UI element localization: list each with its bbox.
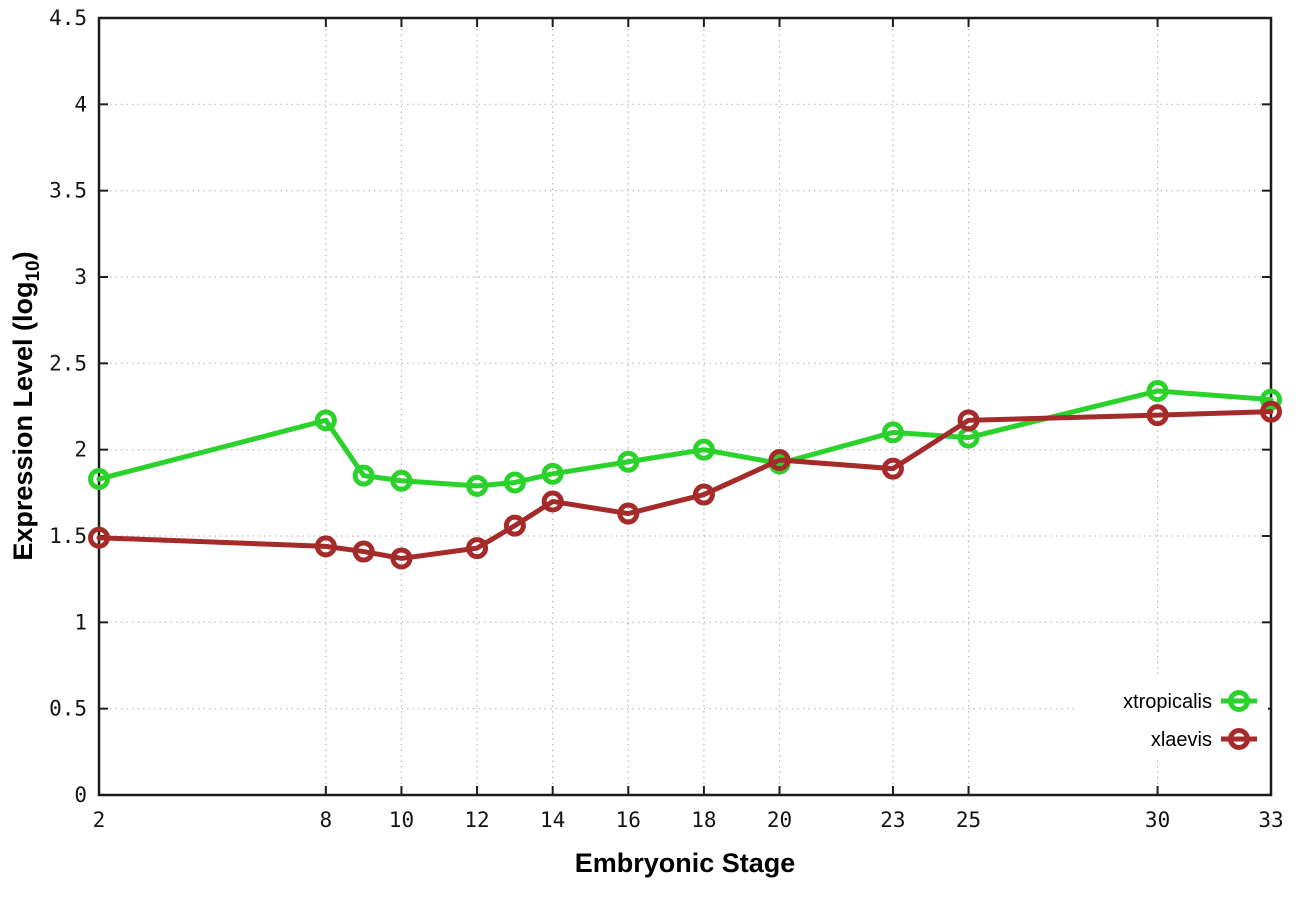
legend: xtropicalis xlaevis [1078, 676, 1268, 758]
data-point-xlaevis-stage-9 [352, 540, 375, 563]
data-point-xlaevis-stage-33 [1260, 400, 1282, 423]
x-tick-label: 16 [616, 808, 641, 832]
data-point-xtropicalis-stage-13 [503, 471, 526, 494]
tick-label-layer: 0 0.5 1 1.5 2 2.5 3 3.5 4 4.5 2 8 10 12 14 16 18 20 23 25 30… [49, 6, 1284, 832]
data-point-xlaevis-stage-2 [88, 526, 110, 549]
y-tick-label: 0.5 [49, 697, 87, 721]
data-point-xtropicalis-stage-33 [1260, 388, 1282, 411]
data-point-xlaevis-stage-30 [1146, 404, 1169, 427]
data-point-xtropicalis-stage-30 [1146, 379, 1169, 402]
x-tick-label: 18 [691, 808, 716, 832]
legend-item-xtropicalis: xtropicalis [1123, 690, 1257, 713]
legend-item-xlaevis: xlaevis [1151, 728, 1257, 751]
x-tick-label: 25 [956, 808, 981, 832]
y-tick-label: 2 [74, 438, 87, 462]
x-tick-label: 20 [767, 808, 792, 832]
x-tick-label: 2 [93, 808, 106, 832]
data-point-xlaevis-stage-16 [617, 502, 640, 525]
y-axis-title-prefix: Expression Level (log [8, 282, 38, 561]
legend-label-xlaevis: xlaevis [1151, 729, 1212, 751]
legend-label-xtropicalis: xtropicalis [1123, 691, 1212, 713]
series-layer [88, 379, 1282, 570]
x-tick-label: 8 [320, 808, 333, 832]
data-point-xlaevis-stage-25 [957, 409, 980, 432]
data-point-xtropicalis-stage-10 [390, 469, 413, 492]
data-point-xlaevis-stage-23 [881, 457, 904, 480]
data-point-xlaevis-stage-8 [314, 535, 337, 558]
x-tick-label: 33 [1258, 808, 1283, 832]
data-point-xlaevis-stage-12 [466, 537, 489, 560]
legend-marker-xlaevis [1228, 728, 1250, 750]
data-point-xlaevis-stage-10 [390, 547, 413, 570]
y-tick-label: 3.5 [49, 179, 87, 203]
data-point-xtropicalis-stage-14 [541, 462, 564, 485]
x-tick-label: 14 [540, 808, 565, 832]
x-tick-label: 12 [464, 808, 489, 832]
data-point-xtropicalis-stage-9 [352, 464, 375, 487]
y-tick-label: 4 [74, 92, 87, 116]
data-point-xlaevis-stage-20 [768, 449, 791, 472]
data-point-xtropicalis-stage-12 [466, 474, 489, 497]
series-line-xtropicalis [96, 388, 1274, 489]
y-tick-label: 2.5 [49, 351, 87, 375]
y-tick-label: 3 [74, 265, 87, 289]
data-point-xlaevis-stage-18 [692, 483, 715, 506]
data-point-xtropicalis-stage-18 [692, 438, 715, 461]
x-tick-label: 30 [1145, 808, 1170, 832]
data-point-xlaevis-stage-13 [503, 514, 526, 537]
legend-marker-xtropicalis [1228, 690, 1250, 712]
y-tick-label: 1.5 [49, 524, 87, 548]
x-tick-label: 23 [880, 808, 905, 832]
data-point-xtropicalis-stage-16 [617, 450, 640, 473]
y-axis-title-suffix: ) [8, 251, 38, 260]
data-point-xtropicalis-stage-8 [314, 409, 337, 432]
x-tick-label: 10 [389, 808, 414, 832]
y-tick-label: 0 [74, 783, 87, 807]
y-axis-title: Expression Level (log10) [8, 251, 44, 560]
data-point-xtropicalis-stage-2 [88, 468, 110, 491]
x-axis-title: Embryonic Stage [575, 848, 796, 878]
y-tick-label: 4.5 [49, 6, 87, 30]
data-point-xtropicalis-stage-23 [881, 421, 904, 444]
y-tick-label: 1 [74, 610, 87, 634]
y-axis-title-subscript: 10 [23, 260, 44, 281]
data-point-xlaevis-stage-14 [541, 490, 564, 513]
legend-background [1078, 676, 1268, 758]
